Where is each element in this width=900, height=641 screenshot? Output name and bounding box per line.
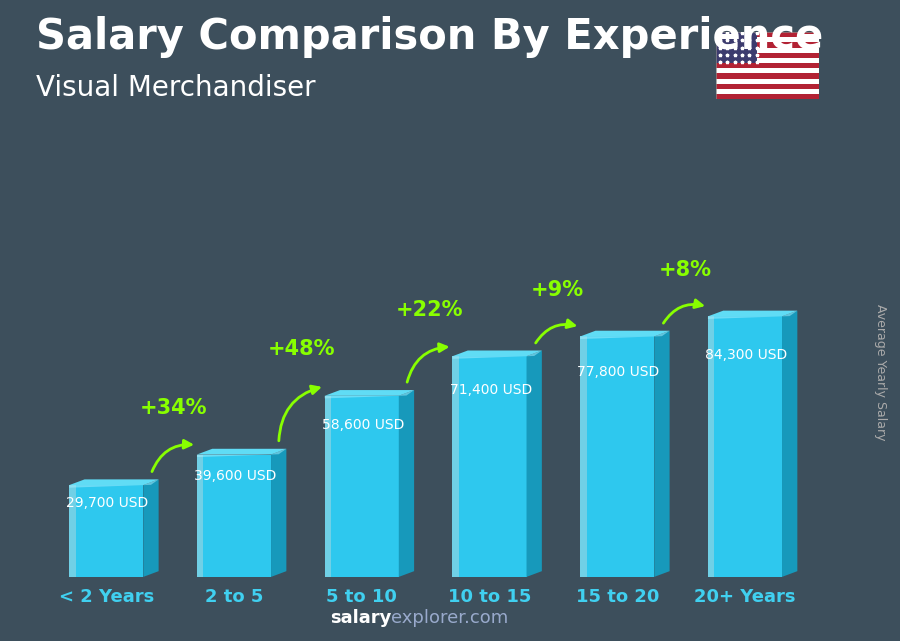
Text: +8%: +8% [659, 260, 711, 280]
Polygon shape [708, 317, 715, 577]
Polygon shape [453, 351, 542, 359]
Text: 29,700 USD: 29,700 USD [67, 496, 148, 510]
Polygon shape [76, 485, 143, 577]
FancyBboxPatch shape [716, 42, 819, 47]
Polygon shape [526, 351, 542, 577]
Text: +22%: +22% [396, 300, 464, 320]
Polygon shape [453, 351, 542, 356]
Text: 71,400 USD: 71,400 USD [450, 383, 532, 397]
FancyBboxPatch shape [716, 63, 819, 69]
Polygon shape [143, 479, 158, 577]
FancyBboxPatch shape [716, 32, 819, 37]
Polygon shape [325, 390, 414, 395]
Text: Average Yearly Salary: Average Yearly Salary [874, 304, 886, 440]
Polygon shape [325, 390, 414, 399]
Polygon shape [69, 479, 158, 485]
Polygon shape [580, 331, 670, 337]
Text: Salary Comparison By Experience: Salary Comparison By Experience [36, 16, 824, 58]
Polygon shape [69, 485, 76, 577]
Text: Visual Merchandiser: Visual Merchandiser [36, 74, 316, 102]
FancyBboxPatch shape [716, 32, 757, 63]
Text: 58,600 USD: 58,600 USD [322, 417, 404, 431]
FancyBboxPatch shape [716, 84, 819, 89]
FancyBboxPatch shape [716, 47, 819, 53]
Polygon shape [271, 449, 286, 577]
Polygon shape [453, 356, 459, 577]
Polygon shape [197, 454, 203, 577]
Polygon shape [708, 311, 797, 319]
Text: +9%: +9% [531, 280, 584, 300]
Text: explorer.com: explorer.com [392, 609, 508, 627]
Polygon shape [782, 311, 797, 577]
Polygon shape [459, 356, 526, 577]
Text: 39,600 USD: 39,600 USD [194, 469, 276, 483]
FancyBboxPatch shape [716, 69, 819, 74]
Polygon shape [69, 479, 158, 488]
Polygon shape [197, 449, 286, 457]
FancyBboxPatch shape [716, 79, 819, 84]
Polygon shape [580, 337, 587, 577]
Polygon shape [654, 331, 670, 577]
FancyBboxPatch shape [716, 94, 819, 99]
Polygon shape [197, 449, 286, 454]
Polygon shape [580, 331, 670, 339]
Polygon shape [331, 395, 399, 577]
Text: +34%: +34% [140, 398, 208, 418]
FancyBboxPatch shape [716, 58, 819, 63]
Polygon shape [708, 311, 797, 317]
Polygon shape [399, 390, 414, 577]
FancyBboxPatch shape [716, 89, 819, 94]
Polygon shape [587, 337, 654, 577]
FancyBboxPatch shape [716, 74, 819, 79]
FancyBboxPatch shape [716, 53, 819, 58]
FancyBboxPatch shape [716, 37, 819, 42]
Text: salary: salary [330, 609, 392, 627]
Text: +48%: +48% [268, 339, 336, 360]
Polygon shape [203, 454, 271, 577]
Polygon shape [715, 317, 782, 577]
Text: 84,300 USD: 84,300 USD [705, 347, 788, 362]
Text: 77,800 USD: 77,800 USD [578, 365, 660, 379]
Polygon shape [325, 395, 331, 577]
